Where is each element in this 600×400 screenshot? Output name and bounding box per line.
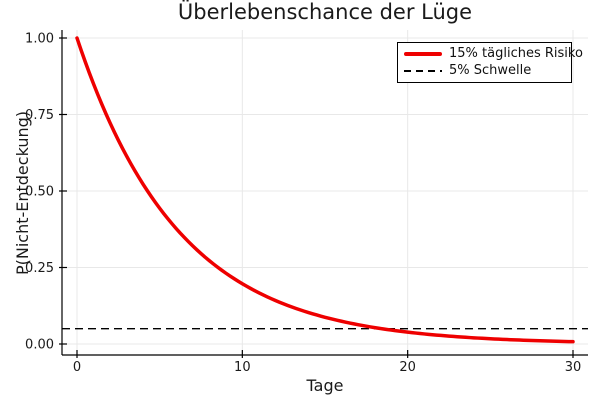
x-tick-label: 0 xyxy=(73,360,81,375)
y-tick-label: 1.00 xyxy=(25,32,54,47)
legend-line-solid-icon xyxy=(404,51,442,56)
legend-item-risk: 15% tägliches Risiko xyxy=(404,45,583,62)
legend-item-threshold: 5% Schwelle xyxy=(404,62,565,79)
y-tick-label: 0.50 xyxy=(25,185,54,200)
x-tick-label: 20 xyxy=(399,360,416,375)
y-tick-label: 0.75 xyxy=(25,108,54,123)
x-axis-label: Tage xyxy=(306,376,344,395)
y-tick-label: 0.00 xyxy=(25,338,54,353)
legend-line-dashed-icon xyxy=(404,69,442,72)
y-axis-label: P(Nicht-Entdeckung) xyxy=(13,110,32,276)
chart-title: Überlebenschance der Lüge xyxy=(177,0,473,24)
series-line-risk xyxy=(75,36,575,344)
legend: 15% tägliches Risiko 5% Schwelle xyxy=(397,42,583,83)
y-tick-label: 0.25 xyxy=(25,261,54,276)
x-tick-label: 30 xyxy=(565,360,582,375)
legend-label-risk: 15% tägliches Risiko xyxy=(449,46,583,61)
legend-label-threshold: 5% Schwelle xyxy=(449,63,532,78)
x-tick-label: 10 xyxy=(234,360,251,375)
